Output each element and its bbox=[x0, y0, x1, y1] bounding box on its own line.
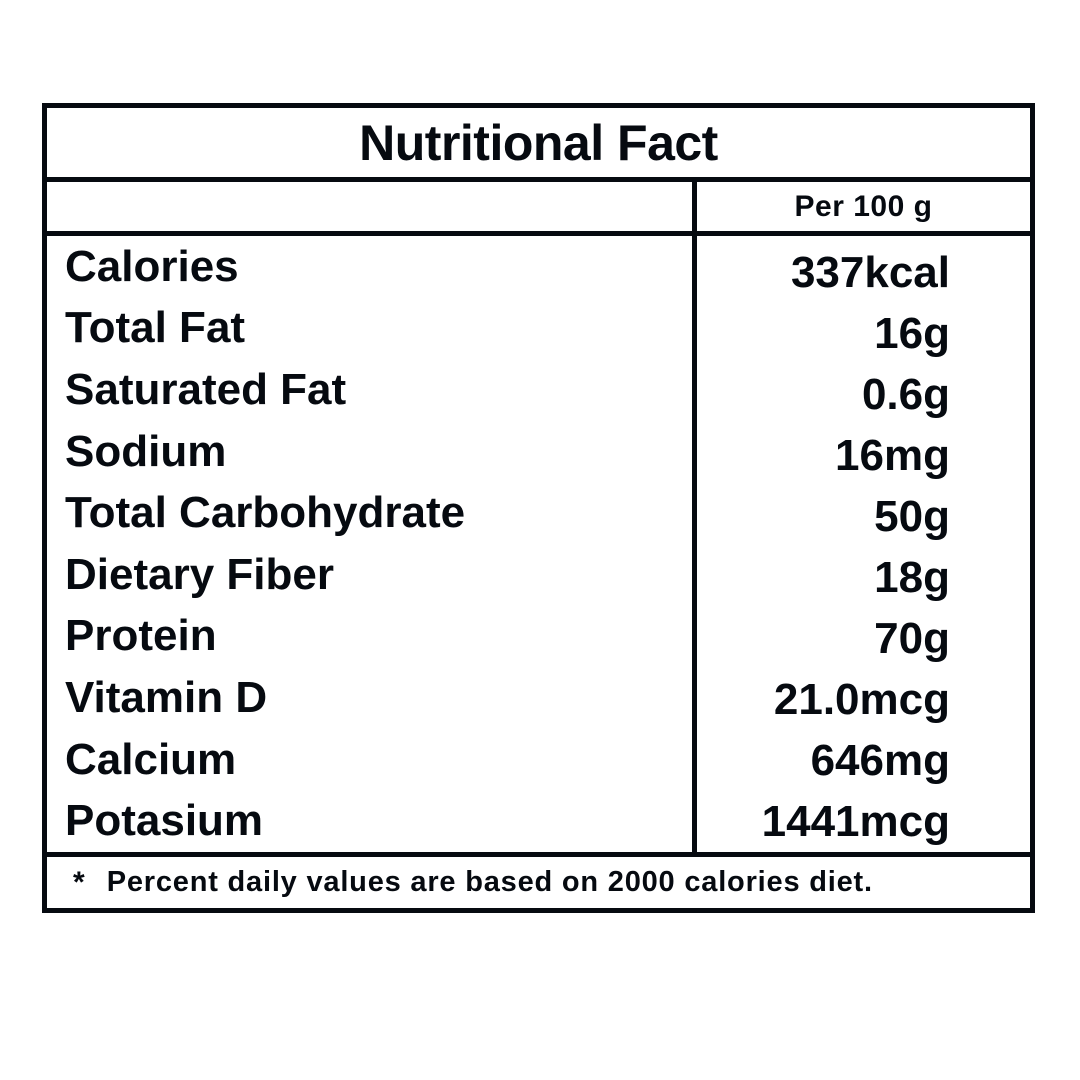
footnote-text: Percent daily values are based on 2000 c… bbox=[106, 866, 873, 898]
nutrient-labels-column: Calories Total Fat Saturated Fat Sodium Tota… bbox=[47, 236, 692, 852]
table-title: Nutritional Fact bbox=[359, 114, 718, 171]
table-title-row: Nutritional Fact bbox=[47, 108, 1030, 182]
nutrient-value: 337kcal bbox=[790, 248, 950, 298]
nutrient-value: 16g bbox=[874, 309, 950, 359]
nutrient-value: 70g bbox=[874, 613, 950, 663]
per-100g-column-header: Per 100 g bbox=[692, 182, 1030, 231]
column-header-row: Per 100 g bbox=[47, 182, 1030, 236]
nutrient-label: Potasium bbox=[65, 796, 264, 846]
nutrient-values-column: 337kcal 16g 0.6g 16mg 50g 18g 70g 21.0mcg 646mg 1… bbox=[692, 236, 1030, 852]
nutrient-value: 16mg bbox=[835, 431, 950, 481]
nutrient-value: 646mg bbox=[810, 735, 950, 785]
nutrient-value: 18g bbox=[874, 552, 950, 602]
nutrient-label: Sodium bbox=[65, 426, 227, 476]
nutrient-value: 1441mcg bbox=[761, 796, 950, 846]
nutrient-label: Dietary Fiber bbox=[65, 549, 334, 599]
nutrient-value: 0.6g bbox=[861, 370, 950, 420]
nutrient-label: Saturated Fat bbox=[65, 364, 347, 414]
nutrient-label: Calories bbox=[65, 241, 239, 291]
nutrient-label: Protein bbox=[65, 611, 217, 661]
empty-header-cell bbox=[47, 182, 692, 231]
nutrient-value: 21.0mcg bbox=[773, 674, 950, 724]
asterisk-marker: * bbox=[73, 865, 85, 899]
nutrient-label: Calcium bbox=[65, 734, 237, 784]
nutrient-rows-section: Calories Total Fat Saturated Fat Sodium Tota… bbox=[47, 236, 1030, 857]
nutrient-label: Vitamin D bbox=[65, 672, 268, 722]
nutrient-label: Total Fat bbox=[65, 303, 246, 353]
footnote-row: * Percent daily values are based on 2000… bbox=[47, 857, 1030, 908]
nutrition-facts-table: Nutritional Fact Per 100 g Calories Total… bbox=[42, 103, 1035, 913]
nutrient-value: 50g bbox=[874, 492, 950, 542]
nutrient-label: Total Carbohydrate bbox=[65, 488, 466, 538]
